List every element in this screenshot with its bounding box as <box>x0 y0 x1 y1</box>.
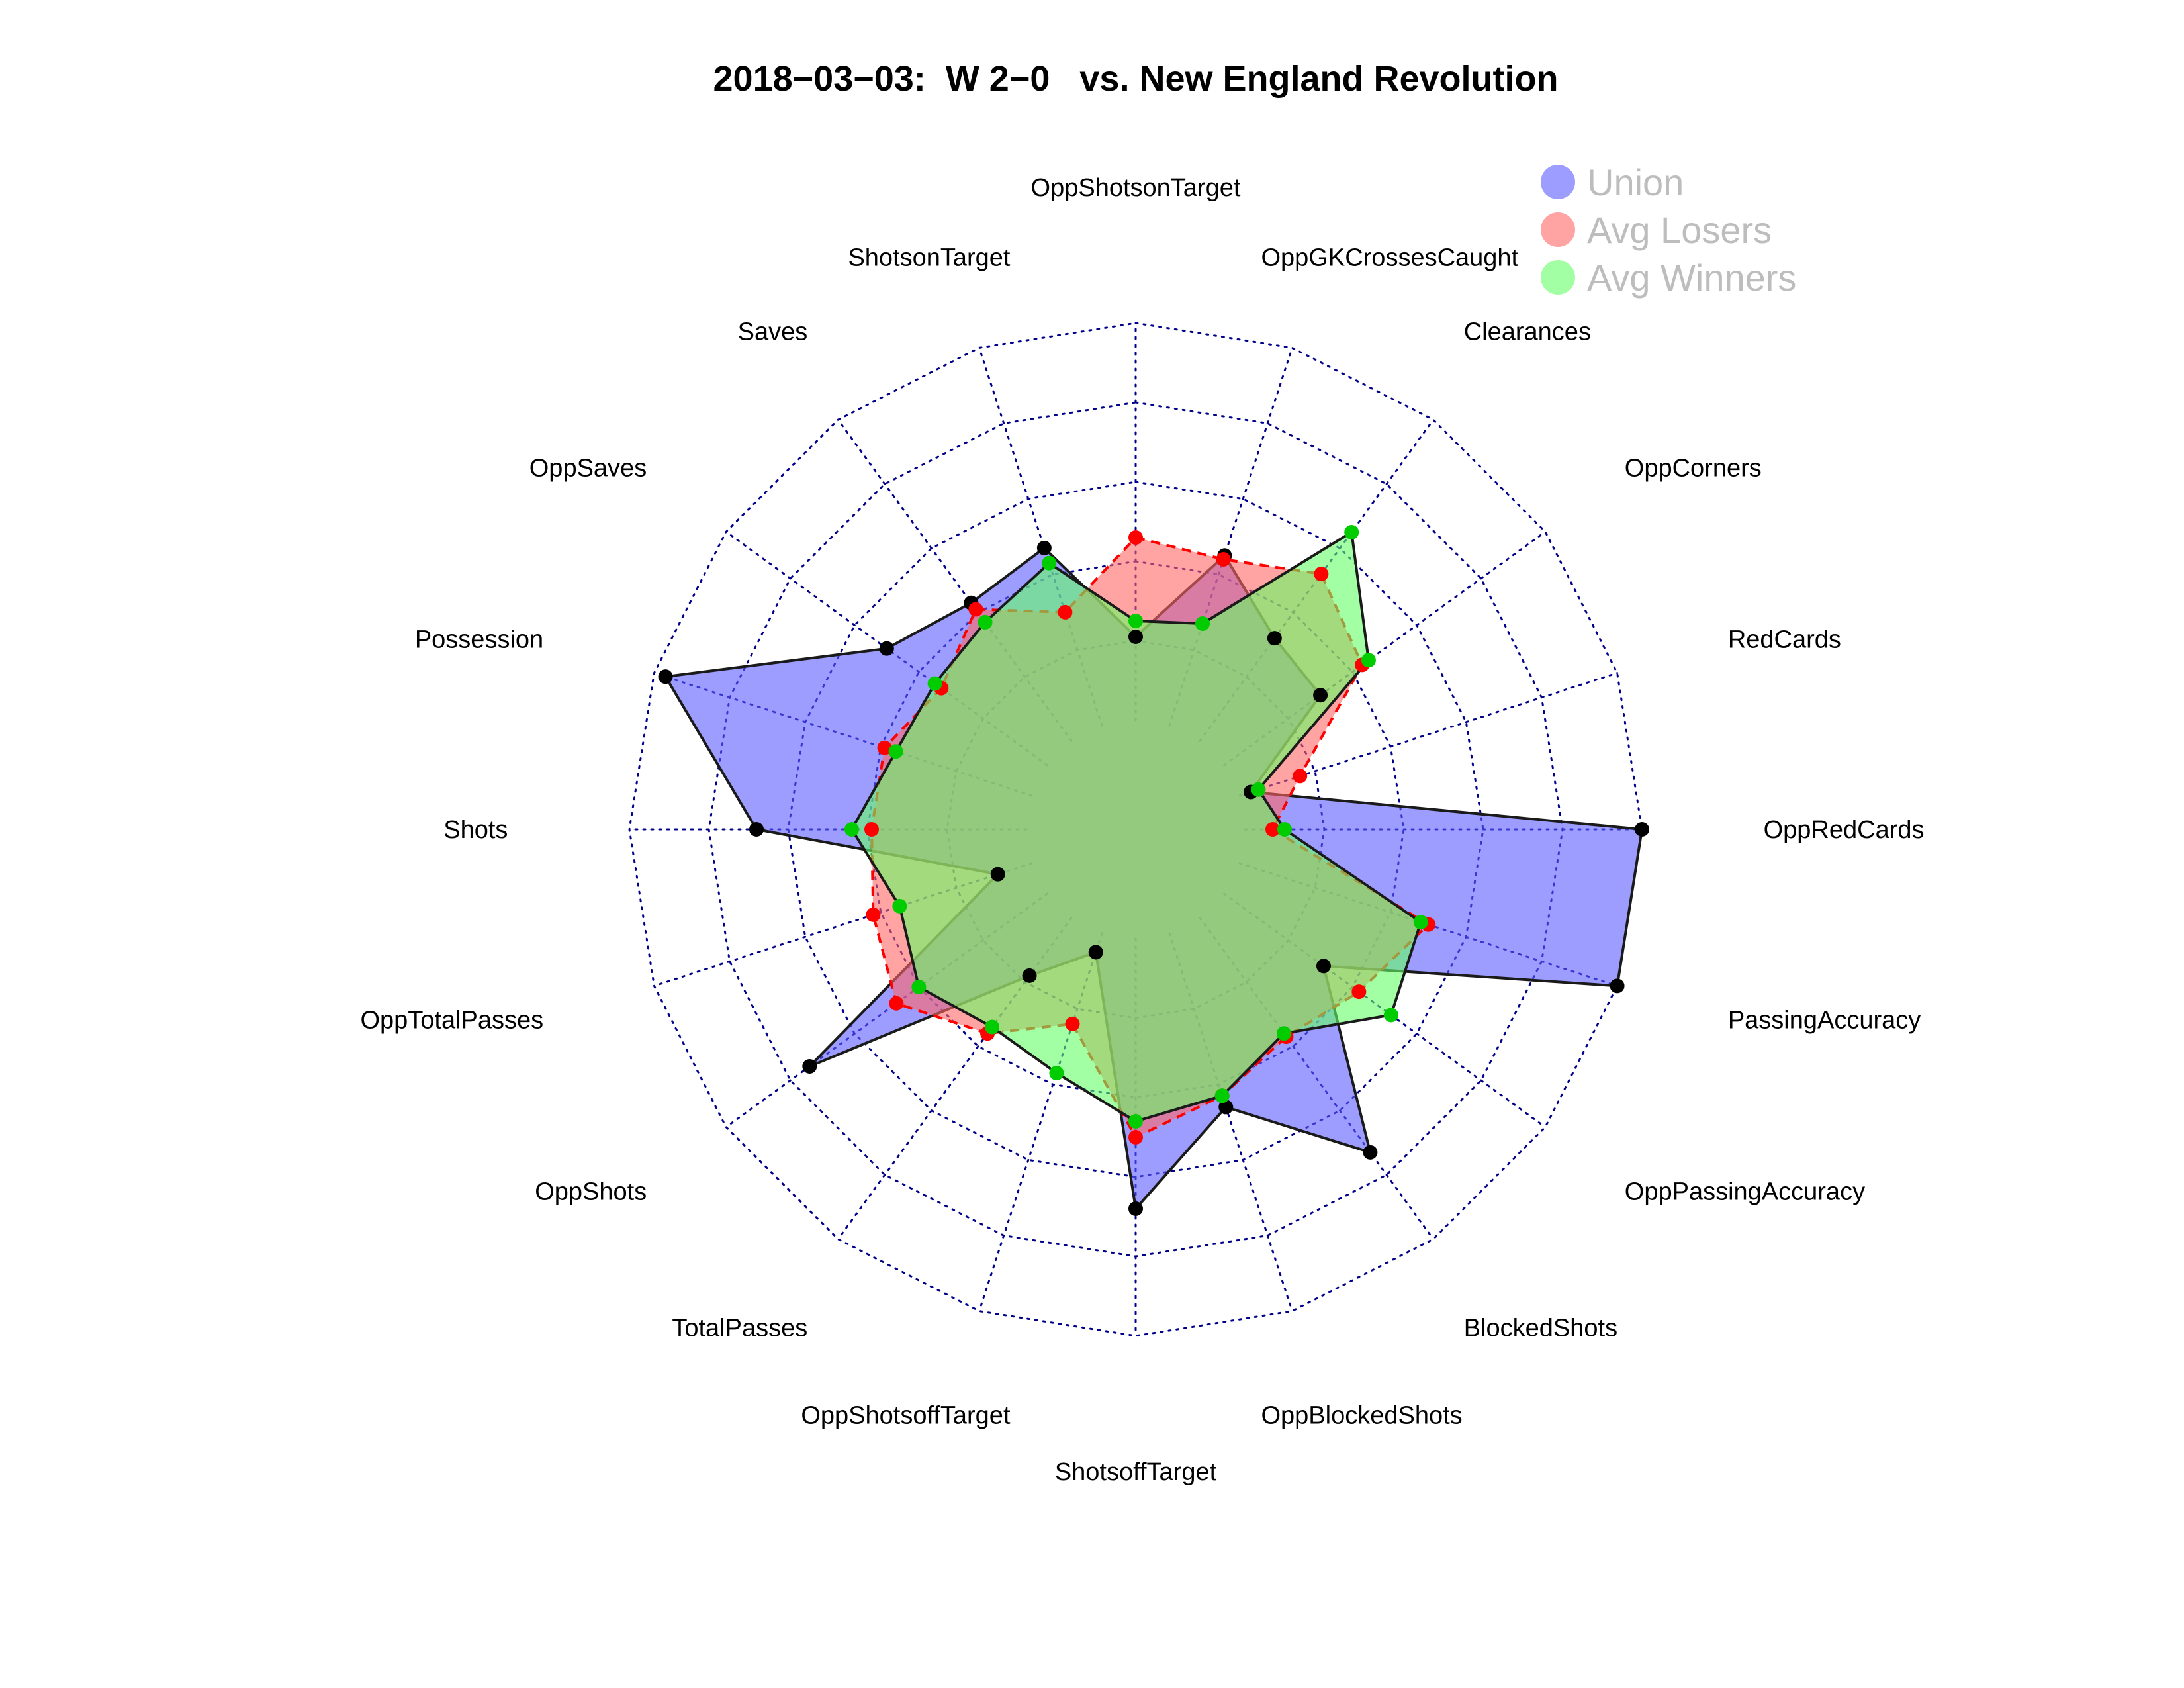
data-point <box>1383 1008 1398 1023</box>
data-point <box>1195 616 1210 632</box>
data-point <box>1218 1100 1234 1115</box>
data-point <box>877 740 892 755</box>
data-point <box>985 1019 1000 1035</box>
data-point <box>1042 555 1057 571</box>
data-point <box>1363 1145 1378 1160</box>
data-point <box>1313 688 1328 703</box>
data-point <box>866 907 881 922</box>
axis-label-oppblockedshots: OppBlockedShots <box>1261 1401 1462 1429</box>
data-point <box>927 676 942 691</box>
data-point <box>1265 822 1280 837</box>
axis-label-blockedshots: BlockedShots <box>1464 1314 1617 1342</box>
data-point <box>1128 1201 1143 1216</box>
axis-labels: OppShotsonTarget OppGKCrossesCaught Cleara… <box>360 174 1924 1486</box>
data-point <box>1128 1130 1143 1145</box>
data-point <box>802 1058 817 1074</box>
data-point <box>844 822 859 837</box>
axis-label-totalpasses: TotalPasses <box>672 1314 807 1342</box>
axis-label-passingaccuracy: PassingAccuracy <box>1728 1006 1921 1034</box>
data-point <box>1267 631 1282 646</box>
data-point <box>892 898 907 914</box>
data-point <box>1128 1114 1143 1129</box>
data-point <box>1344 524 1359 539</box>
legend-entry: Avg Winners <box>1587 257 1796 299</box>
data-point <box>1635 822 1649 837</box>
axis-label-oppsaves: OppSaves <box>529 454 647 482</box>
radar-series <box>664 530 1643 1210</box>
chart-title: 2018−03−03: W 2−0 vs. New England Revolu… <box>713 59 1559 99</box>
legend-swatch <box>1541 260 1575 295</box>
axis-label-oppshots: OppShots <box>535 1178 647 1206</box>
axis-label-opptotalpasses: OppTotalPasses <box>360 1006 543 1034</box>
data-point <box>1351 984 1367 1000</box>
data-point <box>1361 653 1376 668</box>
data-point <box>1214 1088 1230 1103</box>
axis-label-opppassingaccuracy: OppPassingAccuracy <box>1625 1178 1865 1206</box>
data-point <box>1128 614 1143 628</box>
legend-swatch <box>1541 165 1575 199</box>
axis-label-shots: Shots <box>443 816 508 844</box>
axis-label-oppshotsontarget: OppShotsonTarget <box>1031 174 1241 202</box>
legend-entry: Avg Losers <box>1587 209 1772 251</box>
data-point <box>1251 782 1266 797</box>
axis-label-shotsofftarget: ShotsoffTarget <box>1055 1458 1217 1486</box>
legend-entry: Union <box>1587 162 1684 203</box>
data-point <box>1049 1066 1064 1081</box>
axis-label-clearances: Clearances <box>1464 318 1591 346</box>
data-point <box>1128 630 1143 644</box>
data-point <box>1216 551 1231 567</box>
data-point <box>658 669 673 684</box>
legend: Union Avg Losers Avg Winners <box>1541 162 1796 299</box>
data-point <box>1316 959 1331 974</box>
data-point <box>911 980 927 995</box>
data-point <box>1413 914 1428 929</box>
data-point <box>1022 968 1037 983</box>
radar-markers <box>658 524 1649 1216</box>
legend-swatch <box>1541 212 1575 247</box>
data-point <box>968 602 983 617</box>
data-point <box>864 822 879 837</box>
axis-label-oppgkcrossescaught: OppGKCrossesCaught <box>1261 244 1518 272</box>
axis-label-saves: Saves <box>738 318 808 346</box>
axis-label-oppredcards: OppRedCards <box>1764 816 1925 844</box>
data-point <box>1276 1026 1291 1041</box>
axis-label-oppcorners: OppCorners <box>1625 454 1762 482</box>
data-point <box>1088 945 1103 960</box>
data-point <box>1610 978 1625 994</box>
data-point <box>888 744 903 759</box>
data-point <box>1058 604 1073 620</box>
data-point <box>990 867 1005 882</box>
axis-label-oppshotsofftarget: OppShotsoffTarget <box>801 1401 1011 1429</box>
axis-label-redcards: RedCards <box>1728 626 1841 654</box>
data-point <box>1314 567 1329 582</box>
data-point <box>749 822 764 837</box>
data-point <box>1128 530 1143 545</box>
data-point <box>1065 1016 1080 1031</box>
data-point <box>889 996 904 1011</box>
data-point <box>1277 822 1292 837</box>
axis-label-possession: Possession <box>415 626 543 654</box>
data-point <box>978 614 993 630</box>
axis-label-shotsontarget: ShotsonTarget <box>848 244 1010 272</box>
radar-center <box>1032 726 1240 933</box>
data-point <box>879 641 894 656</box>
data-point <box>1293 769 1308 784</box>
data-point <box>1036 540 1052 555</box>
